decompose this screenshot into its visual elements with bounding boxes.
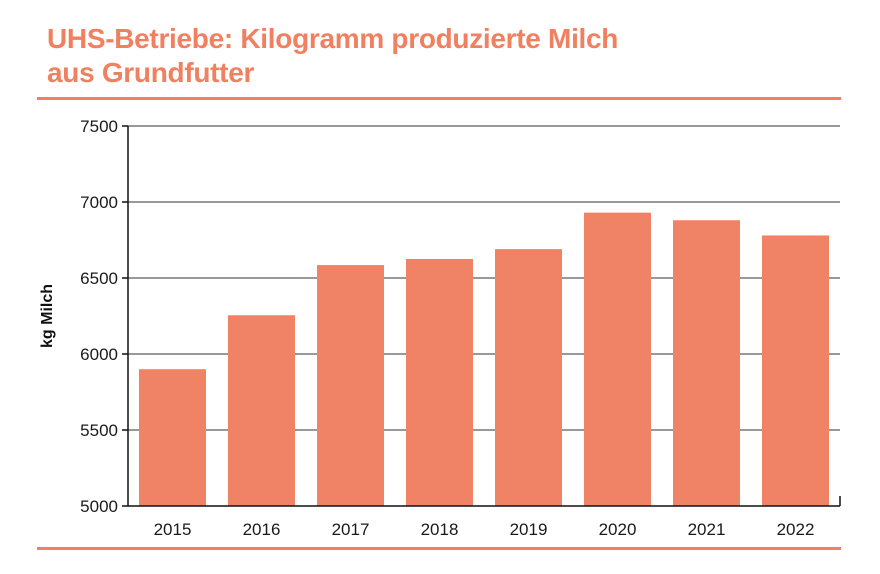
title-divider [37, 97, 841, 100]
y-tick-label: 6500 [80, 269, 118, 288]
x-tick-label: 2021 [688, 520, 726, 539]
x-tick-label: 2016 [243, 520, 281, 539]
x-tick-label: 2020 [599, 520, 637, 539]
y-tick-label: 7500 [80, 117, 118, 136]
bar-2019 [495, 249, 562, 506]
y-tick-label: 5500 [80, 421, 118, 440]
x-tick-label: 2017 [332, 520, 370, 539]
bar-2017 [317, 265, 384, 506]
chart-title-line-2: aus Grundfutter [47, 57, 255, 88]
y-axis-label: kg Milch [39, 284, 56, 348]
x-tick-label: 2015 [154, 520, 192, 539]
y-tick-label: 6000 [80, 345, 118, 364]
bar-2016 [228, 315, 295, 506]
x-tick-label: 2022 [777, 520, 815, 539]
axes [122, 125, 841, 507]
bar-2018 [406, 259, 473, 506]
bar-2015 [139, 369, 206, 506]
bottom-divider [37, 547, 841, 550]
bar-2020 [584, 212, 651, 506]
x-tick-label: 2018 [421, 520, 459, 539]
bar-2022 [762, 235, 829, 506]
y-tick-label: 5000 [80, 497, 118, 516]
bar-2021 [673, 220, 740, 507]
x-tick-label: 2019 [510, 520, 548, 539]
y-tick-labels: 5000 5500 6000 6500 7000 7500 [80, 117, 118, 516]
chart-title: UHS-Betriebe: Kilogramm produzierte Milc… [47, 22, 827, 90]
y-tick-label: 7000 [80, 193, 118, 212]
x-tick-labels: 2015 2016 2017 2018 2019 2020 2021 2022 [154, 520, 815, 539]
bars [139, 212, 829, 507]
chart-title-line-1: UHS-Betriebe: Kilogramm produzierte Milc… [47, 23, 619, 54]
